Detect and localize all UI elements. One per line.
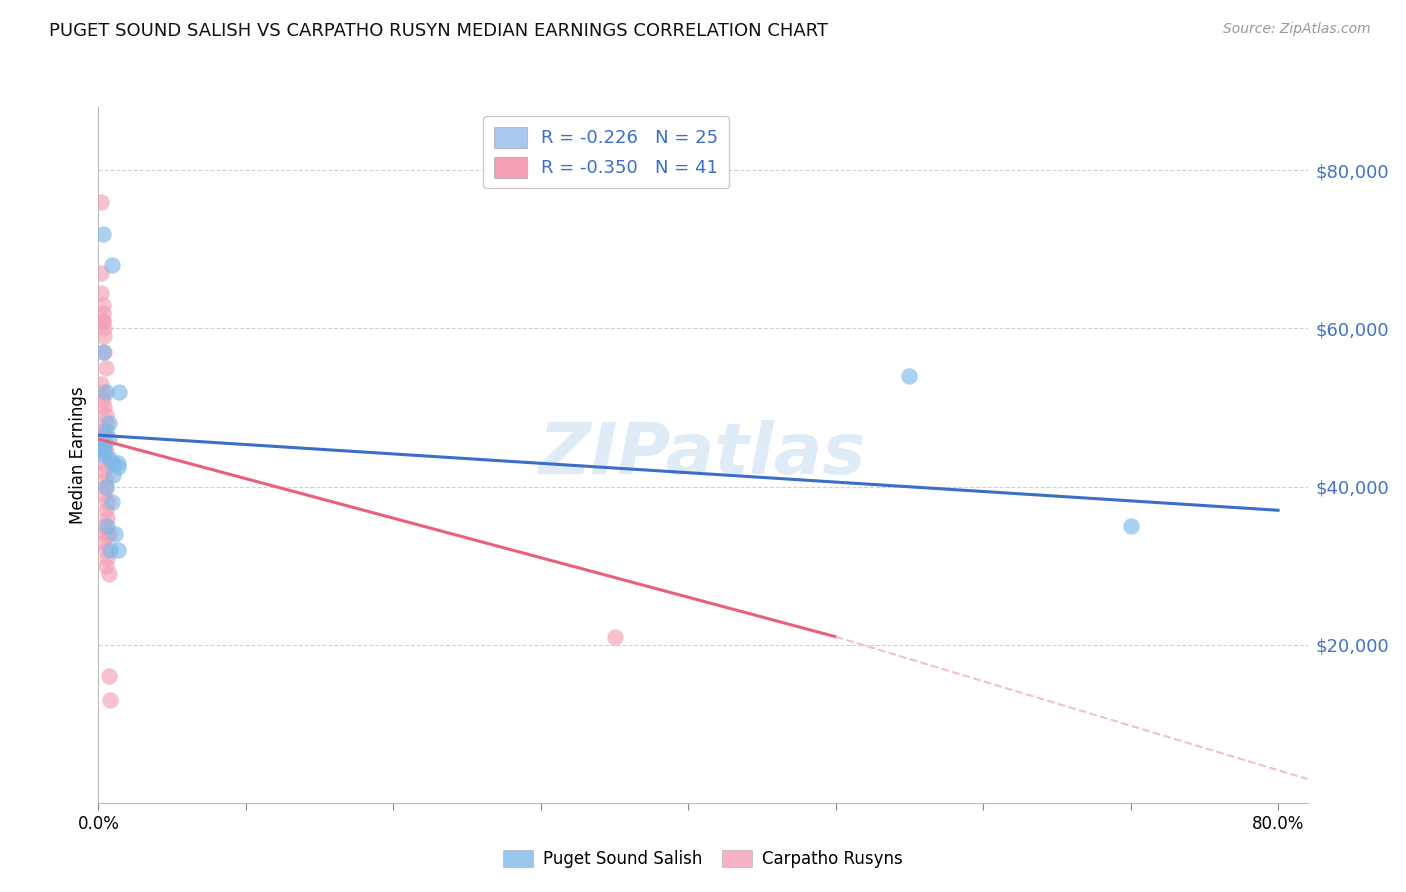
Point (96, 550, 118, 565)
Point (94, 424, 117, 438)
Point (98, 451, 121, 466)
Point (97, 527, 120, 541)
Point (898, 368, 921, 383)
Point (98, 693, 121, 707)
Point (1119, 519, 1142, 533)
Point (107, 542, 129, 557)
Point (94, 503, 117, 517)
Point (91, 227, 114, 241)
Point (98, 542, 121, 557)
Point (91, 456, 114, 470)
Point (90, 285, 112, 300)
Point (91, 345, 114, 359)
Point (108, 384, 131, 399)
Point (93, 440, 115, 454)
Point (93, 519, 115, 533)
Point (91, 428, 114, 442)
Point (93, 464, 115, 478)
Point (94, 472, 117, 486)
Point (94, 527, 117, 541)
Point (93, 487, 115, 501)
Point (107, 459, 129, 474)
Point (94, 384, 117, 399)
Point (91, 440, 114, 454)
Point (93, 432, 115, 446)
Point (94, 409, 117, 423)
Point (96, 511, 118, 525)
Point (93, 321, 115, 335)
Point (101, 467, 124, 482)
Point (94, 558, 117, 573)
Point (91, 384, 114, 399)
Point (90, 194, 112, 209)
Point (97, 566, 120, 581)
Point (101, 456, 124, 470)
Point (104, 527, 127, 541)
Point (91, 305, 114, 319)
Point (94, 444, 117, 458)
Y-axis label: Median Earnings: Median Earnings (69, 386, 87, 524)
Point (91, 535, 114, 549)
Point (91, 313, 114, 327)
Point (90, 266, 112, 280)
Point (97, 432, 120, 446)
Point (100, 258, 122, 272)
Text: PUGET SOUND SALISH VS CARPATHO RUSYN MEDIAN EARNINGS CORRELATION CHART: PUGET SOUND SALISH VS CARPATHO RUSYN MED… (49, 22, 828, 40)
Text: Source: ZipAtlas.com: Source: ZipAtlas.com (1223, 22, 1371, 37)
Legend: Puget Sound Salish, Carpatho Rusyns: Puget Sound Salish, Carpatho Rusyns (496, 843, 910, 875)
Point (94, 479, 117, 493)
Point (94, 542, 117, 557)
Point (93, 329, 115, 343)
Point (94, 361, 117, 376)
Point (90, 376, 112, 391)
Point (94, 417, 117, 431)
Point (96, 519, 118, 533)
Point (91, 298, 114, 312)
Point (93, 444, 115, 458)
Point (91, 424, 114, 438)
Point (93, 345, 115, 359)
Point (91, 392, 114, 407)
Point (94, 479, 117, 493)
Point (97, 417, 120, 431)
Point (91, 313, 114, 327)
Legend: R = -0.226   N = 25, R = -0.350   N = 41: R = -0.226 N = 25, R = -0.350 N = 41 (484, 116, 730, 188)
Point (93, 401, 115, 415)
Point (107, 456, 129, 470)
Point (96, 495, 118, 509)
Text: ZIPatlas: ZIPatlas (540, 420, 866, 490)
Point (97, 669, 120, 683)
Point (93, 448, 115, 462)
Point (90, 440, 112, 454)
Point (603, 630, 626, 644)
Point (100, 495, 122, 509)
